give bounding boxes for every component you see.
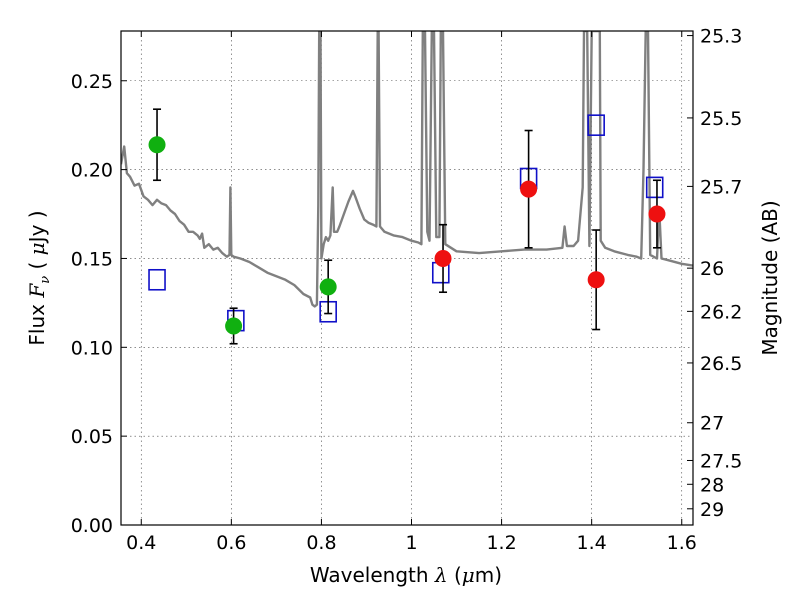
mag-tick-label: 25.7 xyxy=(700,176,742,198)
observed-point xyxy=(587,271,605,289)
observed-point xyxy=(520,180,538,198)
observed-point xyxy=(648,205,666,223)
x-tick-label: 1.6 xyxy=(667,532,697,554)
observed-point xyxy=(319,278,337,296)
mag-tick-label: 26 xyxy=(700,258,724,280)
mag-tick-label: 26.5 xyxy=(700,353,742,375)
mag-tick-label: 27.5 xyxy=(700,450,742,472)
model-sed-line xyxy=(121,31,693,308)
y-tick-label: 0.00 xyxy=(71,515,113,537)
observed-point xyxy=(434,249,452,267)
y2-axis-label: Magnitude (AB) xyxy=(758,200,782,355)
y-tick-label: 0.15 xyxy=(71,248,113,270)
y-axis-label: Flux Fν ( μJy ) xyxy=(25,210,53,345)
y-tick-label: 0.25 xyxy=(71,71,113,93)
x-tick-label: 0.8 xyxy=(306,532,336,554)
y-tick-label: 0.10 xyxy=(71,337,113,359)
mag-tick-label: 26.2 xyxy=(700,301,742,323)
ticks: 0.4 0.6 0.8 1 1.2 1.4 1.6 0.00 0.05 0.10 0.15 0.20 0… xyxy=(71,26,743,554)
x-tick-label: 1 xyxy=(405,532,417,554)
model-photometry-square xyxy=(148,268,166,291)
plot-frame xyxy=(120,30,694,526)
x-tick-label: 0.6 xyxy=(216,532,246,554)
x-tick-label: 1.2 xyxy=(486,532,516,554)
mag-tick-label: 29 xyxy=(700,499,724,521)
observed-point xyxy=(225,317,243,335)
x-axis-label: Wavelength λ (μm) xyxy=(310,563,502,587)
model-photometry-square xyxy=(587,114,605,136)
plot-data xyxy=(121,31,693,345)
observed-point xyxy=(148,136,166,154)
x-tick-label: 0.4 xyxy=(126,532,156,554)
y-tick-label: 0.20 xyxy=(71,160,113,182)
mag-tick-label: 25.3 xyxy=(700,26,742,48)
mag-tick-label: 28 xyxy=(700,474,724,496)
x-tick-label: 1.4 xyxy=(577,532,607,554)
mag-tick-label: 25.5 xyxy=(700,108,742,130)
y-tick-label: 0.05 xyxy=(71,426,113,448)
model-photometry-square xyxy=(645,176,664,199)
mag-tick-label: 27 xyxy=(700,413,724,435)
